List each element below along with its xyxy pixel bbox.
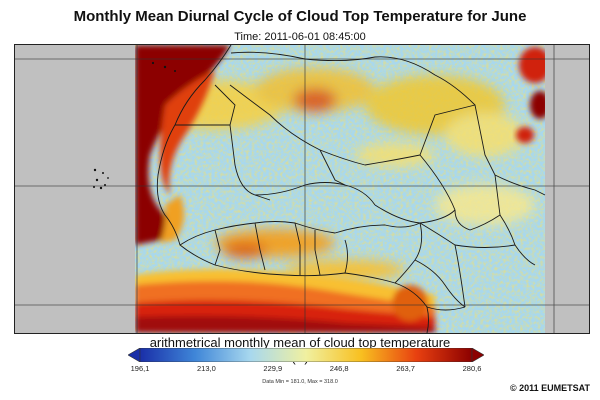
temperature-map bbox=[14, 44, 590, 334]
colorbar-tick-label: 263,7 bbox=[396, 364, 415, 373]
colorbar-gradient bbox=[139, 348, 473, 362]
no-data-east bbox=[545, 45, 589, 333]
colorbar-tick-label: 280,6 bbox=[462, 364, 482, 373]
colorbar-left-arrow bbox=[128, 348, 141, 362]
colorbar-tick-label: 229,9 bbox=[263, 364, 283, 373]
colorbar-tick-label: 213,0 bbox=[197, 364, 216, 373]
no-data-west bbox=[15, 45, 135, 333]
islands bbox=[93, 61, 176, 190]
data-min-max: Data Min = 181.0, Max = 318.0 bbox=[262, 379, 338, 385]
country-borders bbox=[156, 45, 546, 333]
colorbar bbox=[128, 348, 484, 362]
copyright-credit: © 2011 EUMETSAT bbox=[510, 383, 590, 393]
map-timestamp: Time: 2011-06-01 08:45:00 bbox=[234, 31, 366, 43]
colorbar-tick-label: 246,8 bbox=[329, 364, 349, 373]
colorbar-right-arrow bbox=[471, 348, 484, 362]
colorbar-tick-label: 196,1 bbox=[130, 364, 150, 373]
map-title: Monthly Mean Diurnal Cycle of Cloud Top … bbox=[73, 8, 527, 25]
